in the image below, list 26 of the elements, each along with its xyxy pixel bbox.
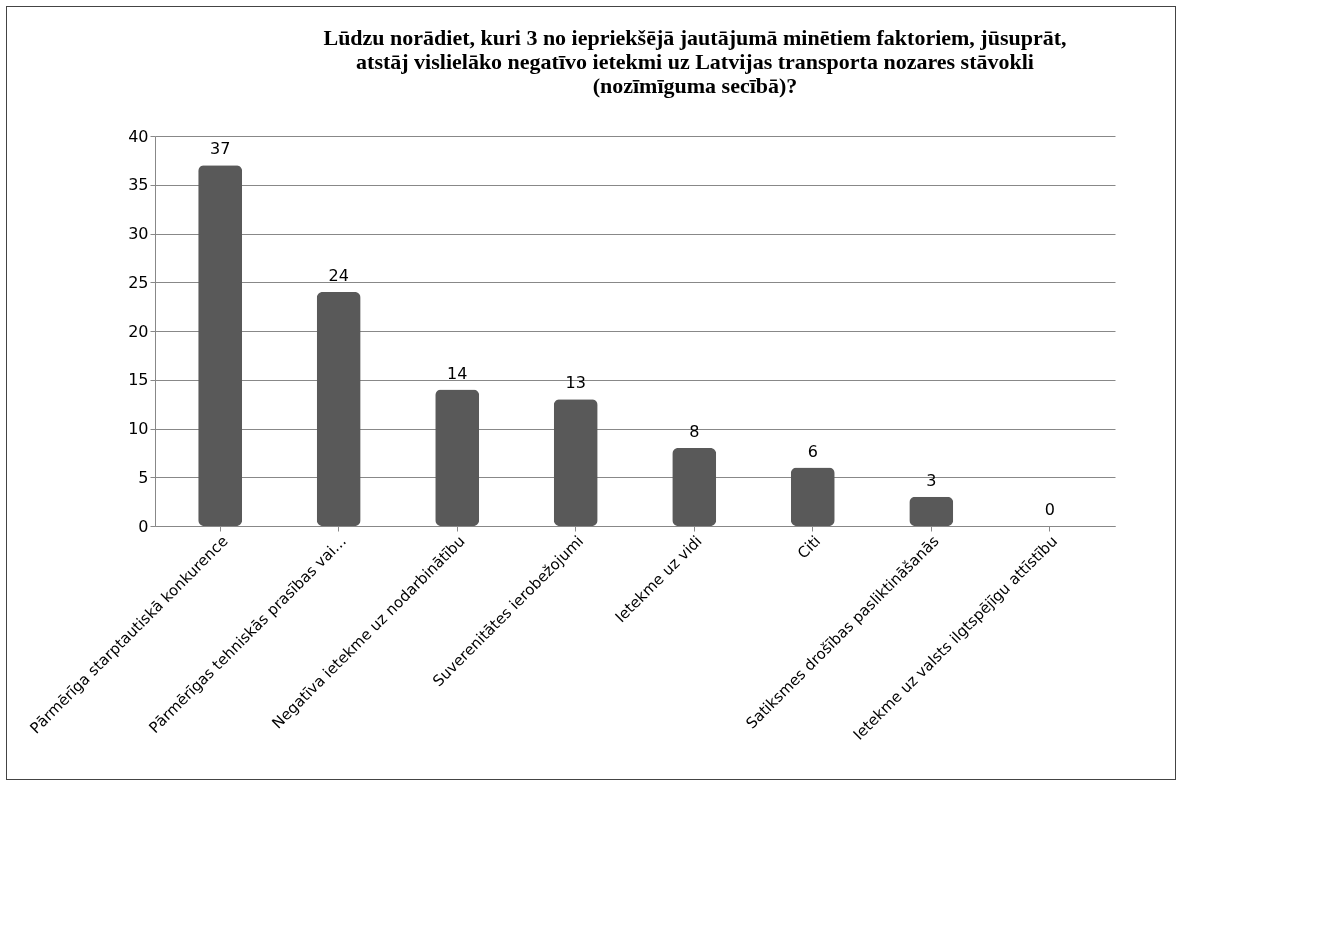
y-tick-label: 35	[128, 175, 149, 195]
data-label: 14	[447, 363, 468, 383]
data-label: 8	[689, 422, 700, 441]
bar	[435, 389, 480, 526]
data-label: 6	[807, 441, 818, 461]
x-tick-label: Citi	[793, 532, 825, 563]
y-tick-label: 15	[128, 370, 149, 390]
bar	[316, 292, 361, 526]
y-tick-label: 25	[128, 272, 149, 292]
y-tick-label: 0	[138, 516, 149, 536]
bar	[198, 165, 243, 526]
y-tick-label: 20	[128, 321, 149, 341]
y-tick-label: 40	[128, 126, 149, 146]
bar	[790, 467, 835, 526]
bar	[909, 496, 954, 526]
data-label: 37	[210, 139, 231, 159]
bar	[672, 448, 717, 526]
data-label: 13	[565, 373, 586, 393]
bar	[553, 399, 598, 526]
y-tick-label: 30	[128, 224, 149, 243]
data-label: 0	[1044, 500, 1055, 519]
y-tick-label: 5	[138, 467, 149, 487]
chart-title: Lūdzu norādiet, kuri 3 no iepriekšējā jautājumā minētiem faktoriem, jūsuprāt, atstāj vislielāko negatīvo ietekmi uz Latvijas transporta nozares stāvokli (nozīmīguma secībā)?	[323, 25, 1067, 98]
data-label: 3	[926, 470, 937, 490]
y-tick-label: 10	[128, 419, 149, 438]
data-label: 24	[328, 266, 349, 285]
